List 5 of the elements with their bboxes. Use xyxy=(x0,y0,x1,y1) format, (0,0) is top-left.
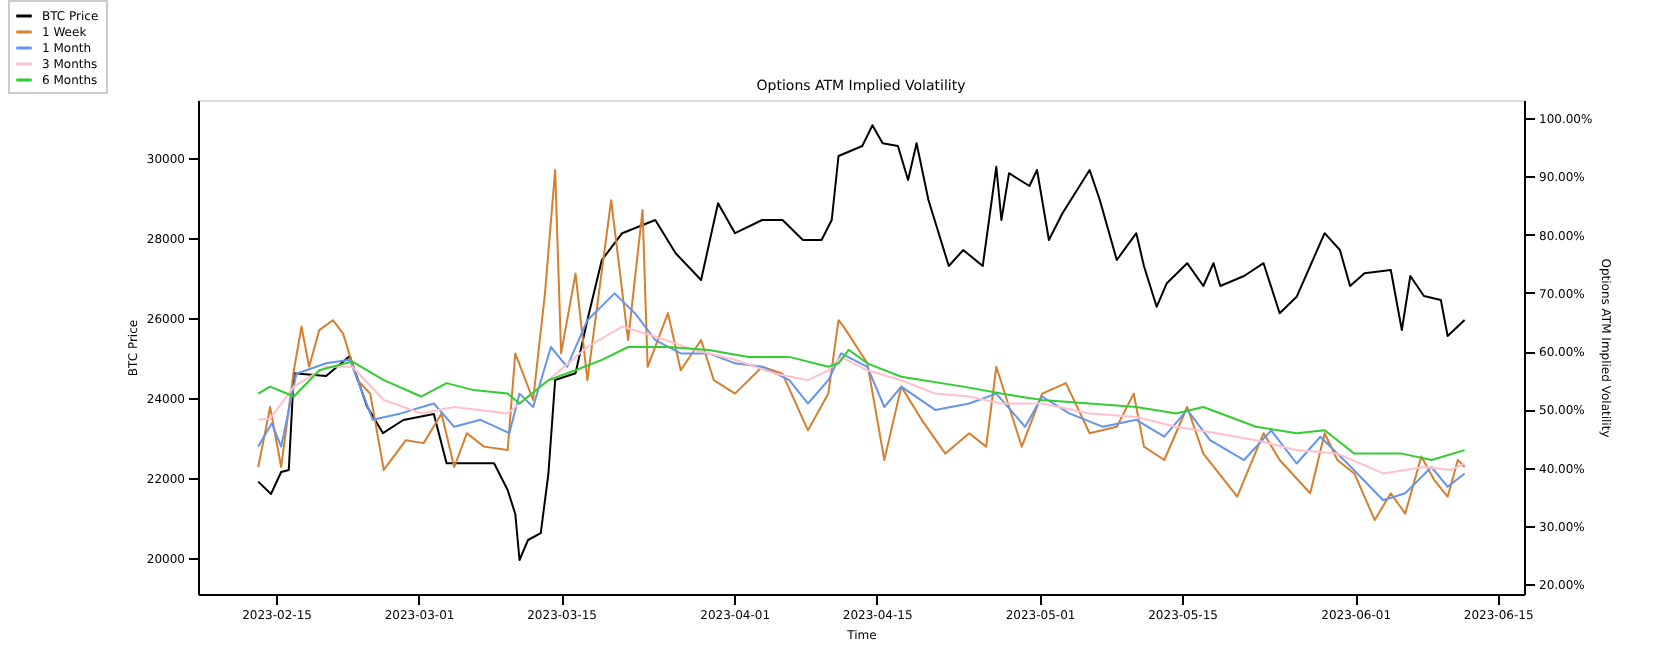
line-series xyxy=(257,124,1466,561)
line-series xyxy=(257,168,1466,522)
line-series xyxy=(257,292,1466,502)
line-series xyxy=(257,325,1466,475)
line-series xyxy=(257,346,1466,462)
